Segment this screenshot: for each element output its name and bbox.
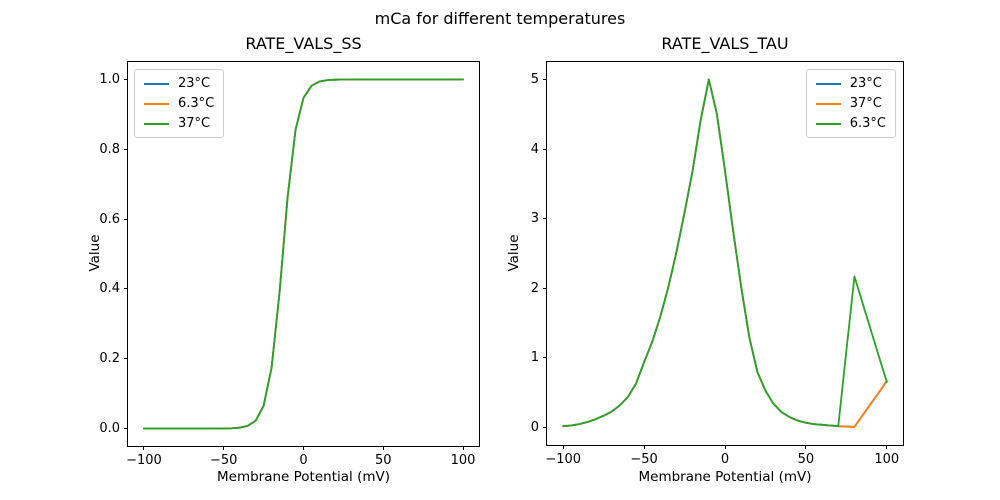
x-tick-label: 0	[299, 453, 308, 468]
y-tick-label: 3	[530, 211, 539, 227]
x-tick-label: −50	[210, 453, 238, 468]
legend-item-23C: 23°C	[815, 76, 886, 91]
legend-box: 23°C 37°C 6.3°C	[805, 69, 896, 138]
y-tick-label: 0.0	[99, 421, 120, 437]
x-tick-mark	[643, 445, 645, 449]
x-tick-mark	[223, 446, 225, 450]
x-tick-label: 100	[450, 453, 476, 468]
x-tick-label: −50	[630, 452, 658, 467]
legend-box: 23°C 6.3°C 37°C	[134, 69, 225, 138]
legend-item-6.3C: 6.3°C	[144, 96, 214, 111]
figure-title: mCa for different temperatures	[374, 9, 626, 28]
legend-item-37C: 37°C	[815, 96, 886, 111]
y-tick-label: 0.4	[99, 281, 120, 297]
x-tick-mark	[724, 445, 726, 449]
legend-item-label: 37°C	[849, 96, 882, 111]
legend-line-sample	[144, 82, 169, 85]
x-tick-mark	[303, 446, 304, 450]
x-tick-label: −100	[545, 452, 582, 467]
legend-line-sample	[144, 122, 169, 125]
subplot-ss-xlabel: Membrane Potential (mV)	[216, 469, 390, 485]
x-tick-label: 50	[797, 452, 815, 467]
y-tick-mark	[124, 288, 128, 290]
plot-canvas	[562, 78, 888, 428]
y-tick-mark	[543, 218, 547, 220]
y-tick-label: 0.2	[99, 351, 120, 367]
y-tick-mark	[124, 428, 128, 430]
legend-item-37C: 37°C	[144, 116, 214, 131]
y-tick-label: 2	[530, 280, 539, 296]
y-tick-label: 0	[530, 420, 539, 436]
subplot-tau-plot-area: −100 −50 0 50 100 0 1 2 3 4 5 23°C 37°C 6.3°C	[531, 61, 904, 467]
legend-item-6.3C: 6.3°C	[815, 116, 886, 131]
legend-item-label: 23°C	[849, 76, 882, 91]
x-tick-mark	[805, 445, 807, 449]
y-tick-mark	[543, 287, 547, 289]
y-tick-label: 1.0	[99, 71, 120, 87]
x-tick-label: −100	[126, 453, 162, 468]
legend-item-label: 37°C	[178, 116, 211, 131]
y-tick-mark	[543, 148, 547, 150]
subplot-ss-ylabel: Value	[87, 234, 103, 272]
y-tick-mark	[124, 148, 128, 150]
legend-item-label: 6.3°C	[178, 96, 215, 111]
subplot-ss-plot-area: −100 −50 0 50 100 0.0 0.2 0.4 0.6 0.8 1.0 23°C 6.3°C…	[99, 61, 480, 468]
y-tick-label: 0.8	[99, 141, 120, 157]
series-line-37C	[143, 78, 464, 430]
legend-item-label: 6.3°C	[849, 116, 886, 131]
legend-line-sample	[144, 102, 169, 105]
subplot-tau-xlabel: Membrane Potential (mV)	[638, 469, 812, 485]
y-tick-label: 0.6	[99, 211, 120, 227]
subplot-tau-ylabel: Value	[506, 234, 522, 272]
y-tick-mark	[543, 427, 547, 429]
y-tick-mark	[543, 78, 547, 80]
subplot-tau-title: RATE_VALS_TAU	[661, 34, 789, 53]
legend-line-sample	[815, 122, 841, 125]
x-tick-mark	[382, 446, 384, 450]
y-tick-label: 1	[530, 350, 539, 366]
y-tick-mark	[124, 358, 128, 360]
x-tick-mark	[143, 446, 145, 450]
y-tick-mark	[124, 218, 128, 220]
x-tick-label: 100	[874, 452, 900, 467]
series-line-6.3C	[562, 78, 888, 428]
legend-line-sample	[815, 102, 841, 105]
plot-canvas	[143, 78, 464, 430]
y-tick-mark	[543, 357, 547, 359]
subplot-ss-title: RATE_VALS_SS	[245, 34, 362, 53]
legend-item-label: 23°C	[178, 76, 211, 91]
x-tick-mark	[562, 445, 564, 449]
x-tick-mark	[462, 446, 464, 450]
legend-item-23C: 23°C	[144, 76, 214, 91]
x-tick-mark	[886, 445, 888, 449]
y-tick-label: 5	[530, 71, 539, 87]
x-tick-label: 50	[374, 453, 392, 468]
y-tick-mark	[124, 78, 128, 80]
legend-line-sample	[815, 82, 841, 85]
y-tick-label: 4	[530, 141, 539, 157]
x-tick-label: 0	[720, 452, 730, 467]
